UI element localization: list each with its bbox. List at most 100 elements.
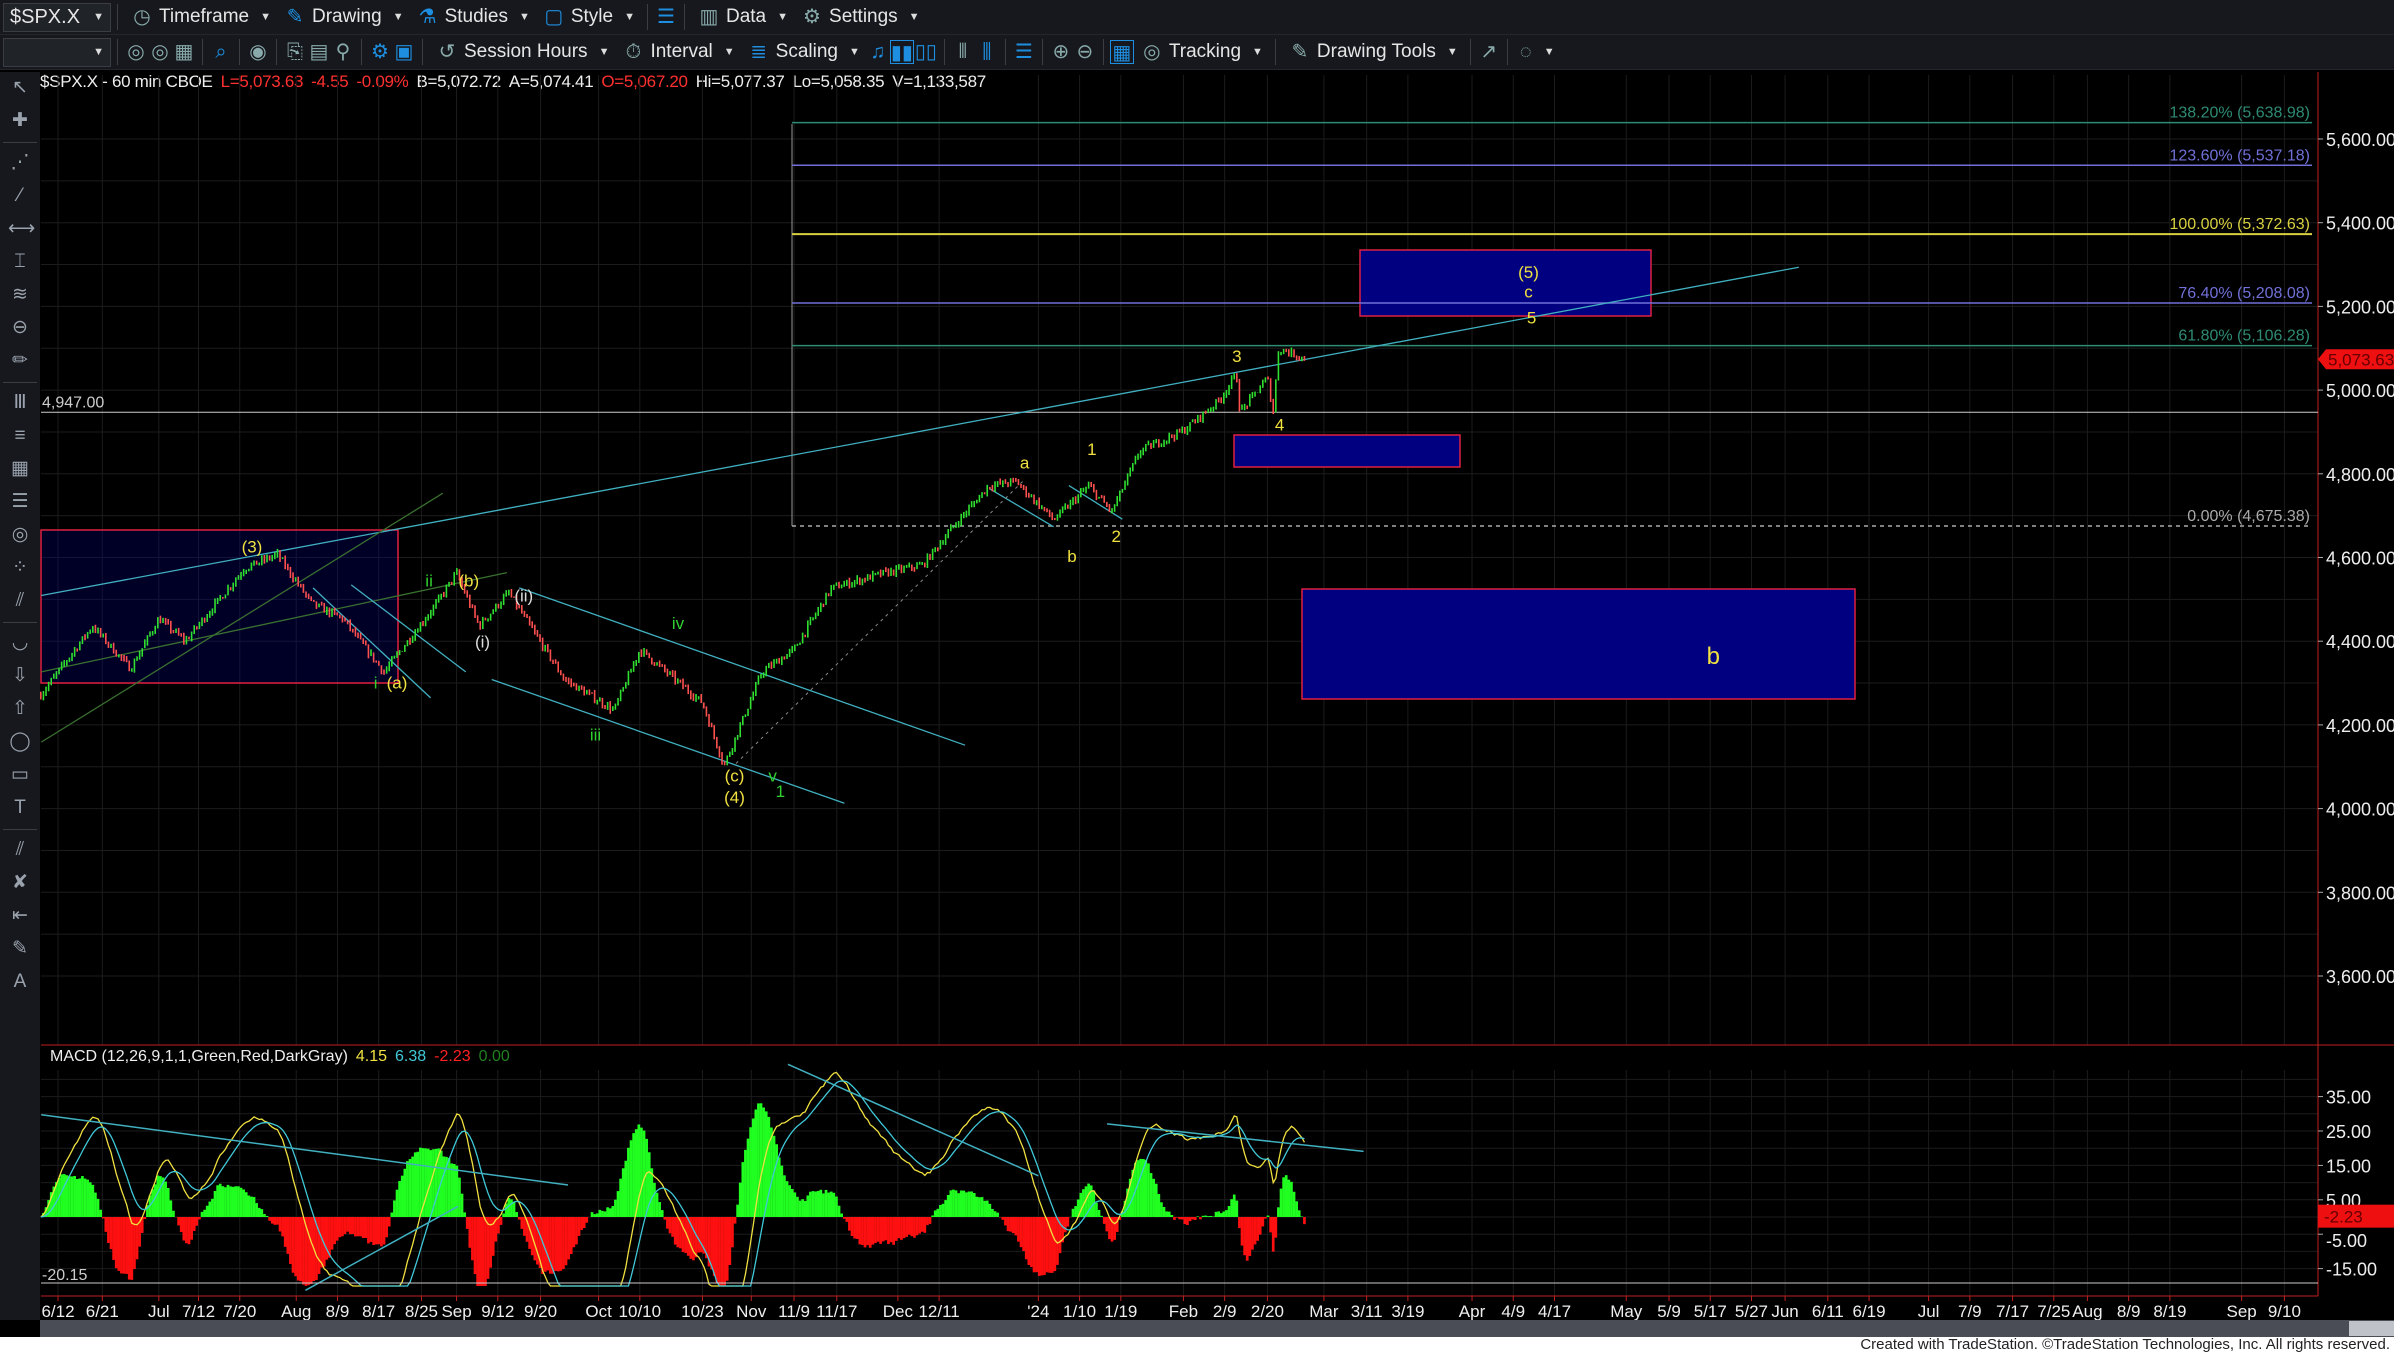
pointer-icon[interactable]: ↖: [12, 77, 28, 98]
remove-drawings-icon[interactable]: ✘: [12, 872, 28, 893]
trendline: [312, 587, 432, 699]
horizontal-lines-icon[interactable]: ☰: [11, 491, 29, 512]
date-axis-label: 6/21: [86, 1302, 119, 1320]
refresh-icon[interactable]: ◎: [127, 41, 145, 63]
circle-target-icon[interactable]: ◎: [11, 524, 29, 545]
arrow-up-icon[interactable]: ⇧: [12, 698, 28, 719]
compress-icon[interactable]: ⫴: [958, 41, 968, 63]
settings-menu[interactable]: ⚙ Settings ▼: [800, 5, 920, 29]
wave-label: (ii): [514, 587, 533, 606]
format-icon[interactable]: ⚙: [371, 41, 389, 63]
interval-dropdown[interactable]: ▼: [3, 37, 111, 67]
date-axis-label: Mar: [1309, 1302, 1339, 1320]
vertical-measure-icon[interactable]: ⌶: [14, 251, 26, 272]
date-axis-label: 2/9: [1213, 1302, 1237, 1320]
date-axis-label: 8/9: [326, 1302, 350, 1320]
date-axis-label: 5/17: [1694, 1302, 1727, 1320]
wave-label: i: [374, 674, 378, 693]
macd-axis-label: -15.00: [2326, 1260, 2377, 1280]
scaling-menu[interactable]: ≣ Scaling ▼: [747, 40, 860, 64]
date-axis-label: Aug: [2072, 1302, 2102, 1320]
save-icon[interactable]: ▤: [309, 41, 329, 63]
wave-label: (a): [387, 674, 408, 693]
dots-icon[interactable]: ⁘: [12, 557, 28, 578]
alert-icon[interactable]: ⚲: [335, 41, 351, 63]
studies-menu[interactable]: ⚗ Studies ▼: [416, 5, 530, 29]
search-chart-icon[interactable]: ⌕: [215, 41, 227, 63]
text-label-icon[interactable]: A: [13, 971, 27, 992]
window-link-icon[interactable]: ☰: [1014, 41, 1033, 63]
data-menu[interactable]: ▥ Data ▼: [697, 5, 788, 29]
session-hours-menu[interactable]: ↺ Session Hours ▼: [435, 40, 610, 64]
pencil-icon[interactable]: ✏: [12, 350, 28, 371]
arrow-down-icon[interactable]: ⇩: [12, 665, 28, 686]
price-chart[interactable]: 5,600.00 5,400.00 5,200.00 5,000.00 4,800.00…: [0, 0, 2394, 1320]
date-axis-label: 9/10: [2268, 1302, 2301, 1320]
calendar-icon[interactable]: ▦: [174, 41, 194, 63]
text-icon[interactable]: T: [14, 797, 26, 818]
ellipse-tool-icon[interactable]: ⊖: [12, 317, 28, 338]
date-axis-label: 6/19: [1853, 1302, 1886, 1320]
time-zones-icon[interactable]: ⫽: [15, 590, 25, 611]
horizontal-line-label: 4,947.00: [42, 394, 104, 411]
wave-label: a: [1020, 454, 1030, 473]
date-axis-label: '24: [1027, 1302, 1049, 1320]
symbol-dropdown[interactable]: $SPX.X ▼: [3, 2, 111, 32]
target-icon[interactable]: ◉: [249, 41, 267, 63]
crosshair-icon[interactable]: ✚: [12, 110, 28, 131]
drawing-object-icon[interactable]: ✎: [12, 938, 28, 959]
expand-icon[interactable]: ⫼: [982, 41, 992, 63]
volume: V=1,133,587: [892, 72, 986, 91]
candlestick-icon[interactable]: ▮▮: [889, 40, 914, 64]
date-axis-label: 9/20: [524, 1302, 557, 1320]
timeframe-menu[interactable]: ◷ Timeframe ▼: [130, 5, 271, 29]
window-link-icon[interactable]: ☰: [657, 6, 675, 28]
rectangle-icon[interactable]: ▭: [11, 764, 29, 785]
pitchfork-icon[interactable]: ⋰: [10, 152, 30, 173]
wave-label: 5: [1527, 309, 1536, 328]
drawing-menu[interactable]: ✎ Drawing ▼: [283, 5, 404, 29]
ellipse-icon[interactable]: ◯: [9, 731, 31, 752]
scrollbar-thumb[interactable]: [2349, 1321, 2394, 1336]
zoom-in-icon[interactable]: ⊕: [1052, 41, 1070, 63]
vertical-lines-icon[interactable]: Ⅲ: [13, 392, 27, 413]
wave-label: 1: [776, 782, 785, 801]
bar-chart-icon: ▥: [699, 6, 719, 28]
arrow-left-icon[interactable]: ⇤: [12, 905, 28, 926]
price-axis-label: 4,800.00: [2326, 465, 2394, 485]
channel-icon[interactable]: ≋: [12, 284, 28, 305]
history-icon[interactable]: ◎: [151, 41, 169, 63]
snapshot-icon[interactable]: ⎘: [287, 41, 303, 63]
price-axis-label: 3,600.00: [2326, 967, 2394, 987]
grid-icon[interactable]: ▦: [1109, 40, 1134, 64]
fib-extension-icon[interactable]: ≡: [14, 425, 26, 446]
zoom-out-icon[interactable]: ⊖: [1076, 41, 1094, 63]
date-axis-label: Nov: [736, 1302, 767, 1320]
hollow-candle-icon[interactable]: ▯▯: [914, 41, 937, 63]
bar-type-icon[interactable]: ♫: [870, 41, 886, 63]
horizontal-scrollbar[interactable]: [40, 1320, 2394, 1337]
date-axis-label: 2/20: [1251, 1302, 1284, 1320]
macd-value-v1: 4.15: [356, 1048, 387, 1065]
properties-icon[interactable]: ▣: [394, 41, 414, 63]
tracking-menu[interactable]: ◎ Tracking ▼: [1140, 40, 1263, 64]
wave-label: b: [1067, 547, 1076, 566]
chat-icon[interactable]: ◌: [1519, 41, 1532, 63]
pen-icon: ✎: [286, 6, 304, 28]
horizontal-measure-icon[interactable]: ⟷: [8, 218, 36, 239]
trendline: [350, 584, 467, 673]
drawing-tools-menu[interactable]: ✎ Drawing Tools ▼: [1288, 40, 1458, 64]
parallel-lines-icon[interactable]: ⫽: [15, 839, 25, 860]
chevron-down-icon: ▼: [93, 46, 104, 58]
interval-menu[interactable]: ⏱ Interval ▼: [621, 40, 735, 64]
macd-signal-line: [40, 1080, 1305, 1287]
date-axis-label: 7/17: [1996, 1302, 2029, 1320]
add-chart-icon[interactable]: ↗: [1480, 41, 1498, 63]
trendline-icon[interactable]: ⁄: [18, 185, 22, 206]
style-menu[interactable]: ▢ Style ▼: [542, 5, 635, 29]
fib-grid-icon[interactable]: ▦: [11, 458, 29, 479]
arc-icon[interactable]: ◡: [11, 632, 29, 653]
pct-change: -0.09%: [356, 72, 409, 91]
price-axis-label: 3,800.00: [2326, 883, 2394, 903]
wave-label: (c): [725, 767, 745, 786]
